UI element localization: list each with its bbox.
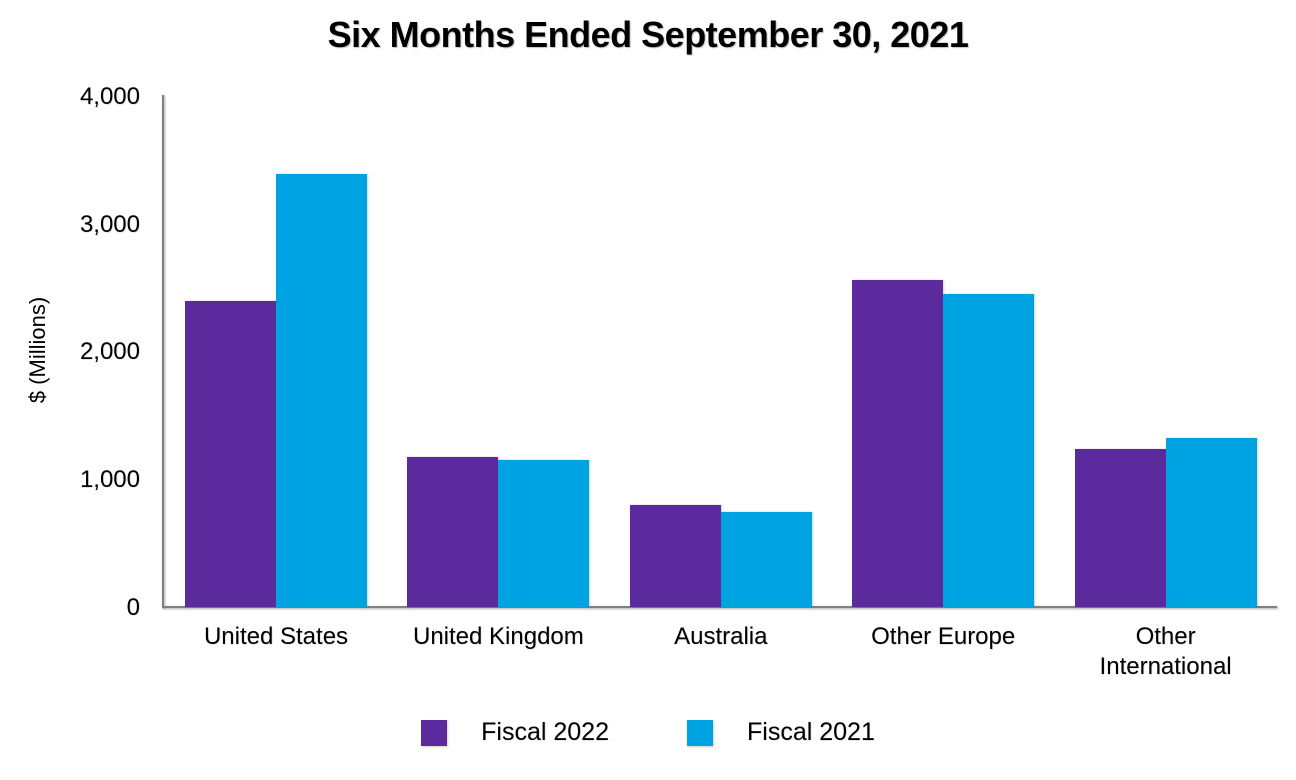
- x-category-label-australia: Australia: [674, 623, 768, 650]
- legend-item-fiscal-2021: Fiscal 2021: [687, 718, 875, 747]
- legend-label: Fiscal 2021: [747, 718, 875, 746]
- y-tick-label: 0: [126, 593, 140, 621]
- plot-area: [164, 97, 1277, 607]
- x-category-label-united-states: United States: [203, 623, 349, 650]
- y-tick-label: 2,000: [79, 338, 140, 366]
- legend-item-fiscal-2022: Fiscal 2022: [421, 718, 609, 747]
- x-category-label-united-kingdom: United Kingdom: [413, 623, 584, 650]
- bar-fiscal-2022-other-international: [1074, 448, 1166, 607]
- bar-fiscal-2022-other-europe: [852, 280, 944, 607]
- bar-fiscal-2021-australia: [720, 512, 812, 607]
- legend-swatch-fiscal-2021: [687, 719, 713, 746]
- legend-label: Fiscal 2022: [481, 718, 609, 746]
- legend-swatch-fiscal-2022: [421, 719, 448, 746]
- chart-title: Six Months Ended September 30, 2021: [327, 14, 969, 55]
- bar-fiscal-2022-united-kingdom: [407, 457, 499, 607]
- bar-fiscal-2021-other-international: [1165, 438, 1257, 607]
- y-tick-label: 3,000: [79, 210, 140, 238]
- bar-fiscal-2021-united-states: [276, 173, 367, 607]
- x-category-label-other-europe: Other Europe: [871, 623, 1016, 650]
- bar-fiscal-2022-australia: [629, 505, 721, 607]
- y-tick-label: 1,000: [79, 465, 140, 493]
- legend: Fiscal 2022 Fiscal 2021: [0, 718, 1296, 747]
- y-tick-label: 4,000: [79, 83, 140, 110]
- x-axis-line: [162, 606, 1277, 608]
- bar-fiscal-2021-united-kingdom: [498, 460, 590, 607]
- bar-fiscal-2021-other-europe: [943, 294, 1035, 607]
- x-category-label-other-international: Other International: [1099, 623, 1232, 680]
- bar-fiscal-2022-united-states: [185, 301, 276, 607]
- y-axis-title: $ (Millions): [25, 296, 50, 404]
- y-axis-line: [162, 95, 164, 608]
